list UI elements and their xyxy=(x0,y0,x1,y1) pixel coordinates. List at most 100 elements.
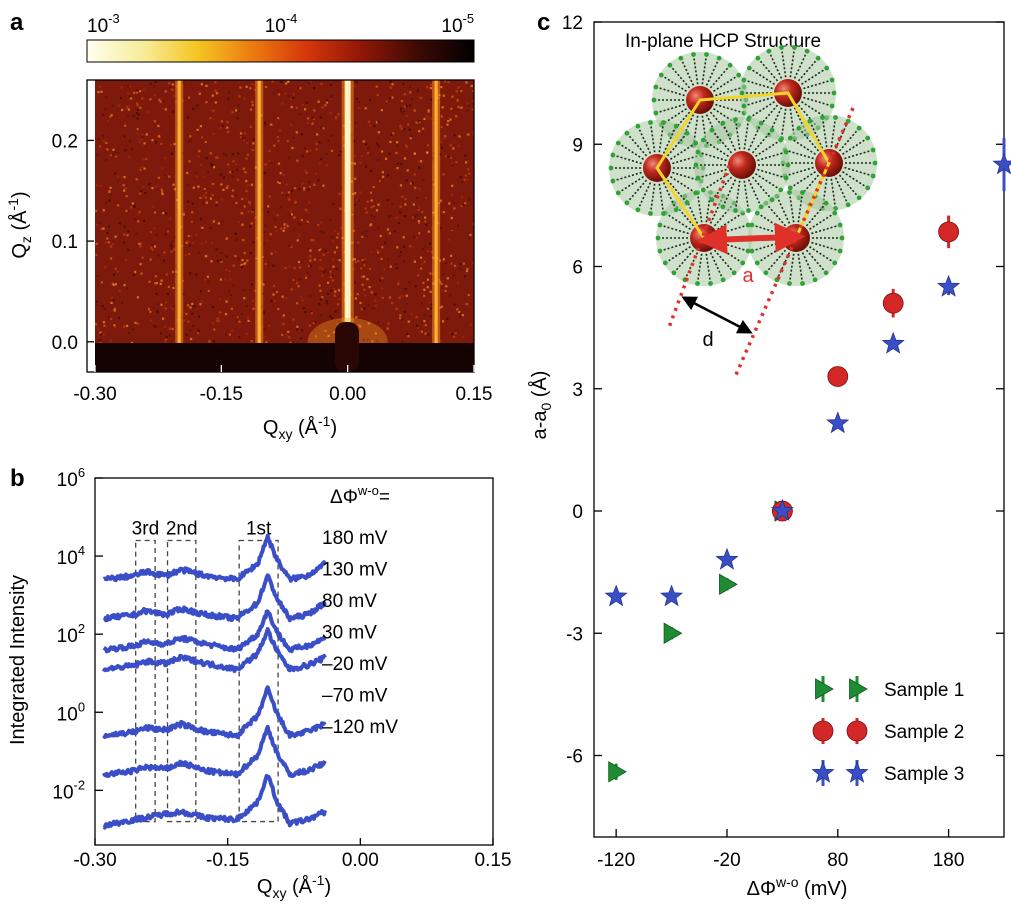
ligand-end xyxy=(770,128,775,133)
speckle-dot xyxy=(210,117,212,119)
speckle-dot xyxy=(426,152,428,154)
speckle-dot xyxy=(299,87,301,89)
speckle-dot xyxy=(166,273,168,275)
speckle-dot xyxy=(192,325,194,327)
speckle-dot xyxy=(421,211,423,213)
speckle-dot xyxy=(213,329,215,331)
ligand-end xyxy=(857,195,862,200)
speckle-dot xyxy=(418,220,420,222)
speckle-dot xyxy=(108,241,110,243)
speckle-dot xyxy=(301,329,303,331)
speckle-dot xyxy=(339,154,341,156)
speckle-dot xyxy=(138,141,140,143)
speckle-dot xyxy=(369,268,371,270)
speckle-dot xyxy=(356,98,358,100)
speckle-dot xyxy=(201,242,203,244)
speckle-dot xyxy=(244,205,246,207)
speckle-dot xyxy=(189,244,191,246)
speckle-dot xyxy=(282,296,284,298)
speckle-dot xyxy=(131,206,133,208)
speckle-dot xyxy=(404,93,406,95)
speckle-dot xyxy=(280,172,282,174)
speckle-dot xyxy=(150,259,152,261)
speckle-dot xyxy=(338,289,340,291)
speckle-dot xyxy=(237,316,239,318)
speckle-dot xyxy=(335,310,337,312)
speckle-dot xyxy=(330,135,332,137)
ligand-end xyxy=(755,211,760,216)
speckle-dot xyxy=(125,259,127,261)
speckle-dot xyxy=(157,125,159,127)
legend-label: Sample 2 xyxy=(884,722,964,743)
speckle-dot xyxy=(222,189,224,191)
x-tick-label: 0.00 xyxy=(342,850,379,871)
beamstop xyxy=(335,322,359,372)
speckle-dot xyxy=(154,245,156,247)
speckle-dot xyxy=(371,291,373,293)
ligand-end xyxy=(616,191,621,196)
speckle-dot xyxy=(363,264,365,266)
speckle-dot xyxy=(161,189,163,191)
speckle-dot xyxy=(171,248,173,250)
speckle-dot xyxy=(321,296,323,298)
speckle-dot xyxy=(245,190,247,192)
speckle-dot xyxy=(390,81,392,83)
speckle-dot xyxy=(162,212,164,214)
speckle-dot xyxy=(127,106,129,108)
ligand-end xyxy=(733,117,738,122)
speckle-dot xyxy=(265,164,267,166)
speckle-dot xyxy=(441,141,443,143)
speckle-dot xyxy=(200,164,202,166)
speckle-dot xyxy=(163,260,165,262)
speckle-dot xyxy=(245,305,247,307)
speckle-dot xyxy=(421,321,423,323)
speckle-dot xyxy=(136,102,138,104)
speckle-dot xyxy=(247,317,249,319)
ligand-end xyxy=(824,270,829,275)
speckle-dot xyxy=(288,336,290,338)
speckle-dot xyxy=(374,216,376,218)
speckle-dot xyxy=(458,135,460,137)
panel-letter-b: b xyxy=(10,465,25,492)
speckle-dot xyxy=(292,318,294,320)
speckle-dot xyxy=(138,114,140,116)
speckle-dot xyxy=(309,250,311,252)
speckle-dot xyxy=(215,90,217,92)
speckle-dot xyxy=(273,285,275,287)
speckle-dot xyxy=(229,334,231,336)
speckle-dot xyxy=(389,215,391,217)
speckle-dot xyxy=(281,334,283,336)
bragg-rod xyxy=(178,80,181,372)
speckle-dot xyxy=(185,313,187,315)
marker-sample-3 xyxy=(717,549,738,569)
ligand-end xyxy=(661,211,666,216)
speckle-dot xyxy=(249,225,251,227)
y-tick-label: 100 xyxy=(57,699,85,725)
speckle-dot xyxy=(420,257,422,259)
speckle-dot xyxy=(253,139,255,141)
speckle-dot xyxy=(235,202,237,204)
ligand-end xyxy=(672,270,677,275)
speckle-dot xyxy=(354,155,356,157)
marker-sample-2 xyxy=(883,293,903,313)
speckle-dot xyxy=(450,108,452,110)
peak-box xyxy=(136,540,155,821)
speckle-dot xyxy=(160,143,162,145)
speckle-dot xyxy=(277,181,279,183)
speckle-dot xyxy=(409,105,411,107)
speckle-dot xyxy=(443,273,445,275)
speckle-dot xyxy=(165,212,167,214)
speckle-dot xyxy=(265,340,267,342)
speckle-dot xyxy=(115,236,117,238)
speckle-dot xyxy=(210,227,212,229)
speckle-dot xyxy=(357,293,359,295)
speckle-dot xyxy=(463,263,465,265)
speckle-dot xyxy=(140,263,142,265)
speckle-dot xyxy=(287,225,289,227)
ligand-end xyxy=(746,208,751,213)
speckle-dot xyxy=(143,89,145,91)
speckle-dot xyxy=(443,173,445,175)
speckle-dot xyxy=(196,104,198,106)
speckle-dot xyxy=(213,220,215,222)
